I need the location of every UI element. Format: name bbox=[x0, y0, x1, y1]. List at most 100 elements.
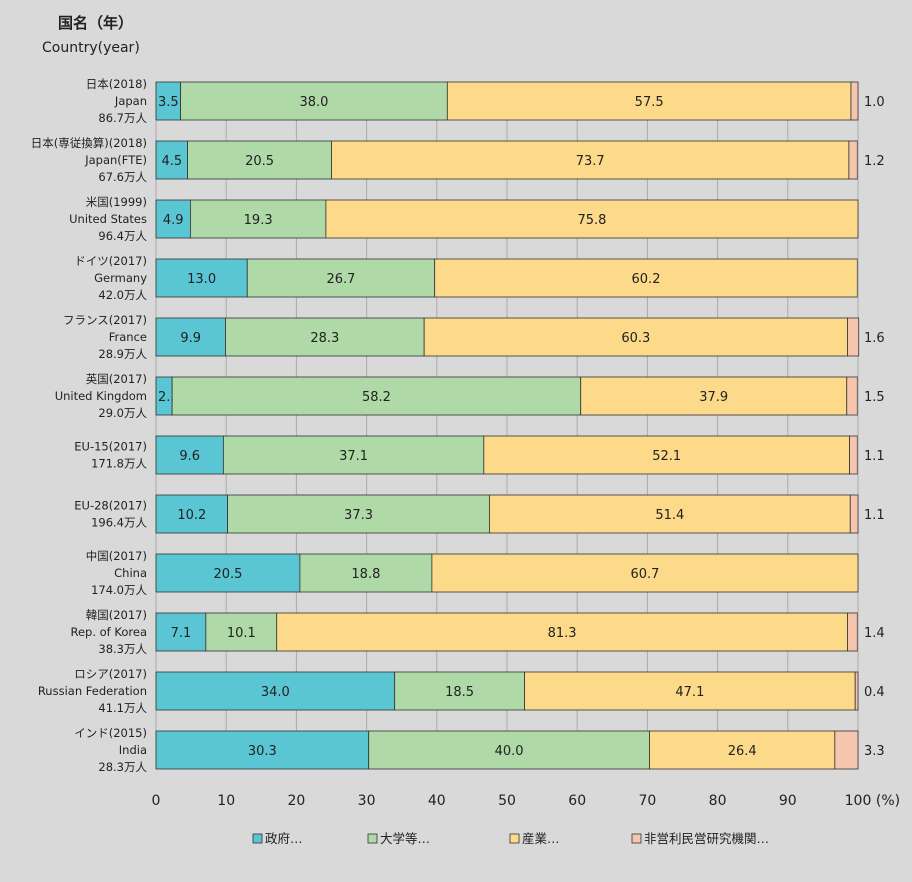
category-label: Rep. of Korea bbox=[70, 625, 147, 639]
data-label: 51.4 bbox=[655, 508, 684, 523]
bar-segment bbox=[205, 612, 278, 652]
x-axis-unit: (%) bbox=[876, 793, 900, 809]
data-label: 73.7 bbox=[576, 154, 605, 169]
category-label: Japan bbox=[114, 94, 147, 108]
bar-segment bbox=[155, 671, 396, 711]
x-tick-label: 70 bbox=[638, 793, 656, 809]
chart-header: 国名（年） Country(year) bbox=[42, 14, 140, 56]
x-tick-label: 60 bbox=[568, 793, 586, 809]
bar-segment bbox=[189, 199, 327, 239]
data-label: 20.5 bbox=[245, 154, 274, 169]
bar-segment bbox=[446, 81, 852, 121]
data-label: 18.5 bbox=[445, 685, 474, 700]
bar-segment bbox=[155, 140, 188, 180]
data-label: 57.5 bbox=[635, 95, 664, 110]
data-label: 1.4 bbox=[864, 626, 885, 641]
bar-segment bbox=[155, 553, 301, 593]
data-label: 30.3 bbox=[248, 744, 277, 759]
data-label: 9.6 bbox=[179, 449, 200, 464]
bar-segment bbox=[834, 730, 859, 770]
bar-segment bbox=[180, 81, 448, 121]
bar-segment bbox=[155, 612, 207, 652]
category-label: 28.9万人 bbox=[98, 347, 147, 361]
category-label: 42.0万人 bbox=[98, 288, 147, 302]
data-label: 26.7 bbox=[327, 272, 356, 287]
bar-segment bbox=[431, 553, 859, 593]
bar-segment bbox=[155, 494, 229, 534]
data-label: 10.2 bbox=[177, 508, 206, 523]
grid-lines bbox=[155, 82, 859, 769]
category-label: 米国(1999) bbox=[86, 195, 147, 209]
category-label: ロシア(2017) bbox=[74, 667, 147, 681]
data-label: 1.1 bbox=[864, 449, 885, 464]
x-tick-label: 50 bbox=[498, 793, 516, 809]
data-label: 1.0 bbox=[864, 95, 885, 110]
category-label: 28.3万人 bbox=[98, 760, 147, 774]
category-label: Japan(FTE) bbox=[84, 153, 147, 167]
category-label: インド(2015) bbox=[74, 726, 147, 740]
data-label: 40.0 bbox=[495, 744, 524, 759]
category-label: China bbox=[114, 566, 147, 580]
bar-segment bbox=[155, 317, 226, 357]
category-label: France bbox=[109, 330, 147, 344]
bar-segment bbox=[171, 376, 582, 416]
bar-segment bbox=[394, 671, 525, 711]
x-tick-label: 10 bbox=[217, 793, 235, 809]
legend-label: 政府… bbox=[265, 831, 303, 846]
bar-segment bbox=[850, 81, 859, 121]
legend-swatch bbox=[367, 833, 378, 844]
data-label: 4.5 bbox=[161, 154, 182, 169]
bar-segment bbox=[849, 435, 858, 475]
data-label: 37.9 bbox=[699, 390, 728, 405]
data-label: 7.1 bbox=[171, 626, 192, 641]
data-label: 3.5 bbox=[158, 95, 179, 110]
x-axis: (%) 0 10 20 30 40 50 60 70 80 90 100 bbox=[152, 793, 901, 809]
category-label: 日本(2018) bbox=[86, 77, 147, 91]
bar-segment bbox=[187, 140, 332, 180]
category-label: 韓国(2017) bbox=[86, 608, 147, 622]
data-label: 38.0 bbox=[299, 95, 328, 110]
category-label: 29.0万人 bbox=[98, 406, 147, 420]
category-label: 171.8万人 bbox=[91, 457, 147, 471]
x-tick-label: 90 bbox=[779, 793, 797, 809]
legend-swatch bbox=[509, 833, 520, 844]
bar-segment bbox=[225, 317, 425, 357]
bar-segment bbox=[331, 140, 850, 180]
category-label: 38.3万人 bbox=[98, 642, 147, 656]
x-tick-label: 80 bbox=[709, 793, 727, 809]
data-label: 60.7 bbox=[630, 567, 659, 582]
data-label: 18.8 bbox=[351, 567, 380, 582]
legend-swatch bbox=[631, 833, 642, 844]
data-label: 13.0 bbox=[187, 272, 216, 287]
bar-segment bbox=[155, 199, 191, 239]
data-label: 37.3 bbox=[344, 508, 373, 523]
outside-value-labels: 1.0 1.2 1.6 1.5 1.1 1.1 1.4 0.4 3.3 bbox=[864, 95, 885, 759]
category-label: Russian Federation bbox=[38, 684, 147, 698]
category-label: United States bbox=[69, 212, 147, 226]
header-country-year-jp: 国名（年） bbox=[58, 14, 133, 32]
data-label: 1.1 bbox=[864, 508, 885, 523]
category-label: EU-28(2017) bbox=[74, 499, 147, 513]
category-label: India bbox=[119, 743, 147, 757]
bar-segment bbox=[849, 494, 859, 534]
bar-segment bbox=[368, 730, 650, 770]
data-label: 1.2 bbox=[864, 154, 885, 169]
data-label: 20.5 bbox=[213, 567, 242, 582]
bar-segment bbox=[580, 376, 848, 416]
data-label: 1.5 bbox=[864, 390, 885, 405]
x-tick-label: 100 bbox=[845, 793, 872, 809]
data-label: 10.1 bbox=[227, 626, 256, 641]
bar-segment bbox=[325, 199, 859, 239]
bar-segment bbox=[489, 494, 851, 534]
legend: 政府… 大学等… 産業… 非営利民営研究機関… bbox=[252, 831, 769, 846]
legend-label: 非営利民営研究機関… bbox=[644, 831, 769, 846]
legend-label: 産業… bbox=[522, 831, 560, 846]
data-label: 26.4 bbox=[728, 744, 757, 759]
data-label: 60.2 bbox=[632, 272, 661, 287]
bar-segment bbox=[222, 435, 485, 475]
category-label: 41.1万人 bbox=[98, 701, 147, 715]
bar-segment bbox=[299, 553, 433, 593]
data-label: 9.9 bbox=[180, 331, 201, 346]
